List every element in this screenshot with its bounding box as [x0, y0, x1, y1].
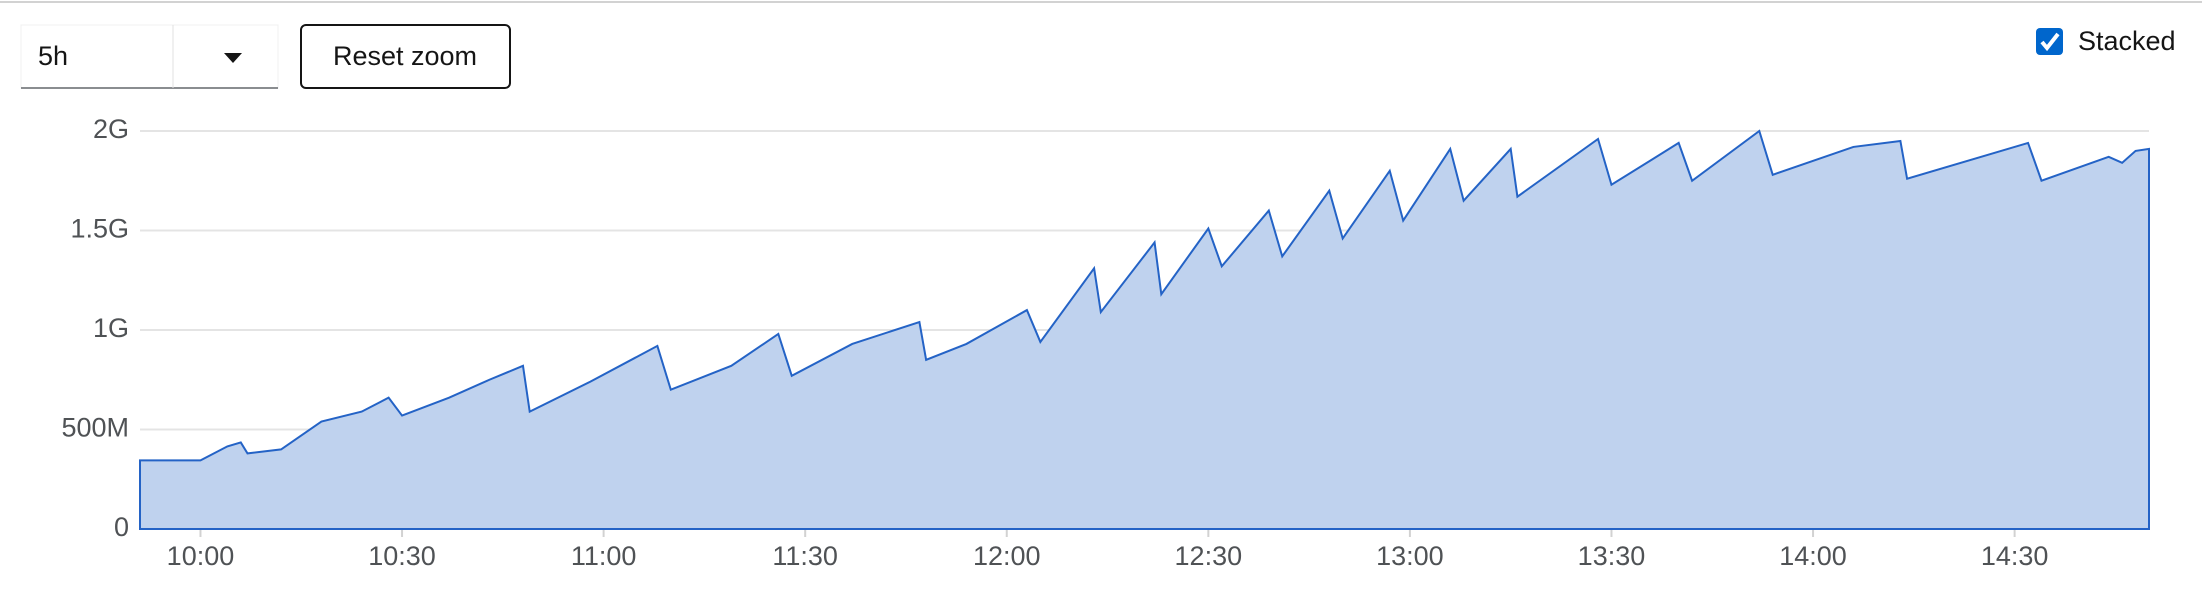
reset-zoom-button[interactable]	[300, 24, 511, 89]
x-tick-label: 14:00	[1779, 541, 1847, 571]
x-tick-label: 14:30	[1981, 541, 2049, 571]
x-tick-label: 13:00	[1376, 541, 1444, 571]
x-tick-label: 10:30	[368, 541, 436, 571]
stacked-checkbox[interactable]	[2036, 28, 2063, 55]
x-tick-label: 10:00	[167, 541, 235, 571]
select-value: 5h	[38, 41, 68, 71]
check-icon	[2040, 32, 2060, 52]
y-tick-label: 1G	[93, 313, 129, 343]
reset-zoom-label: Reset zoom	[333, 41, 477, 71]
x-tick-label: 12:30	[1175, 541, 1243, 571]
x-tick-label: 11:30	[772, 541, 838, 571]
y-tick-label: 2G	[93, 114, 129, 144]
y-tick-label: 1.5G	[70, 214, 129, 244]
y-tick-label: 0	[114, 512, 129, 542]
range-select[interactable]: 5h	[20, 24, 279, 89]
x-tick-label: 13:30	[1578, 541, 1646, 571]
y-tick-label: 500M	[61, 413, 129, 443]
select-caret[interactable]	[224, 53, 242, 63]
x-tick-label: 12:00	[973, 541, 1041, 571]
stacked-label: Stacked	[2078, 26, 2176, 56]
x-tick-label: 11:00	[571, 541, 637, 571]
area-fill	[139, 129, 2150, 530]
